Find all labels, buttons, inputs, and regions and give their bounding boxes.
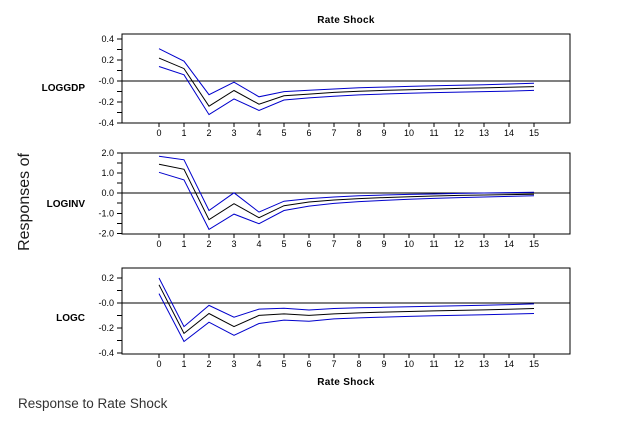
y-tick-label: -0.2: [98, 323, 114, 333]
x-tick-label: 9: [381, 359, 386, 369]
x-tick-label: 14: [504, 239, 514, 249]
x-tick-label: 4: [256, 359, 261, 369]
x-tick-label: 2: [206, 128, 211, 138]
series-lower: [158, 171, 535, 231]
x-tick-label: 5: [281, 128, 286, 138]
x-tick-label: 0: [156, 359, 161, 369]
panel-loginv: 2.01.00.0-1.0-2.00 1 2 3 4 5 6 7 8 9 10 11 12 13 14 15: [98, 148, 571, 249]
x-tick-label: 8: [356, 359, 361, 369]
x-tick-label: 5: [281, 239, 286, 249]
x-tick-label: 11: [429, 239, 438, 249]
x-tick-label: 10: [404, 359, 414, 369]
x-tick-label: 15: [529, 128, 539, 138]
x-tick-label: 11: [429, 359, 438, 369]
x-tick-label: 11: [429, 128, 438, 138]
x-tick-label: 15: [529, 359, 539, 369]
series-upper: [158, 155, 535, 213]
series-lower: [158, 66, 535, 116]
y-tick-label: 0.4: [101, 34, 114, 44]
x-tick-label: 3: [231, 359, 236, 369]
x-tick-label: 15: [529, 239, 539, 249]
x-tick-label: 12: [454, 359, 464, 369]
x-tick-label: 14: [504, 128, 514, 138]
bottom-axis-title: Rate Shock: [317, 377, 375, 388]
x-tick-label: 0: [156, 128, 161, 138]
series-center: [158, 284, 535, 335]
y-tick-label: -0.4: [98, 118, 114, 128]
x-tick-label: 13: [479, 239, 489, 249]
x-tick-label: 2: [206, 239, 211, 249]
y-tick-label: 0.2: [101, 273, 114, 283]
row-label-logc: LOGC: [56, 313, 85, 324]
series-center: [158, 57, 535, 107]
x-tick-label: 4: [256, 128, 261, 138]
graph-caption: Response to Rate Shock: [18, 396, 168, 411]
y-tick-label: -0.0: [98, 76, 114, 86]
y-tick-label: -1.0: [98, 208, 114, 218]
top-panel-title: Rate Shock: [317, 15, 375, 26]
y-tick-label: -0.4: [98, 348, 114, 358]
x-tick-label: 14: [504, 359, 514, 369]
x-tick-label: 13: [479, 128, 489, 138]
x-tick-label: 1: [181, 128, 186, 138]
x-tick-label: 7: [331, 128, 336, 138]
x-tick-label: 7: [331, 359, 336, 369]
x-tick-label: 2: [206, 359, 211, 369]
series-upper: [158, 48, 535, 98]
x-tick-label: 3: [231, 239, 236, 249]
x-tick-label: 7: [331, 239, 336, 249]
x-tick-label: 6: [306, 128, 311, 138]
series-center: [158, 163, 535, 221]
x-tick-label: 8: [356, 128, 361, 138]
x-tick-label: 10: [404, 128, 414, 138]
y-tick-label: 0.0: [101, 188, 114, 198]
y-tick-label: -0.2: [98, 97, 114, 107]
y-tick-label: 0.2: [101, 55, 114, 65]
y-tick-label: 1.0: [101, 168, 114, 178]
x-tick-label: 12: [454, 128, 464, 138]
x-tick-label: 12: [454, 239, 464, 249]
x-tick-label: 9: [381, 239, 386, 249]
panel-logc: 0.2-0.0-0.2-0.40 1 2 3 4 5 6 7 8 9 10 11 12 13 14 15: [98, 267, 571, 369]
row-label-loggdp: LOGGDP: [41, 83, 85, 94]
y-tick-label: -2.0: [98, 228, 114, 238]
x-tick-label: 1: [181, 239, 186, 249]
panel-loggdp: 0.40.2-0.0-0.2-0.40 1 2 3 4 5 6 7 8 9 10 11 12 13 14 15: [98, 33, 571, 138]
x-tick-label: 0: [156, 239, 161, 249]
x-tick-label: 5: [281, 359, 286, 369]
x-tick-label: 1: [181, 359, 186, 369]
x-tick-label: 3: [231, 128, 236, 138]
y-tick-label: -0.0: [98, 298, 114, 308]
series-upper: [158, 277, 535, 328]
x-tick-label: 4: [256, 239, 261, 249]
x-tick-label: 8: [356, 239, 361, 249]
x-tick-label: 6: [306, 359, 311, 369]
series-lower: [158, 293, 535, 343]
row-label-loginv: LOGINV: [46, 199, 85, 210]
x-tick-label: 13: [479, 359, 489, 369]
y-tick-label: 2.0: [101, 148, 114, 158]
x-tick-label: 10: [404, 239, 414, 249]
x-tick-label: 6: [306, 239, 311, 249]
x-tick-label: 9: [381, 128, 386, 138]
